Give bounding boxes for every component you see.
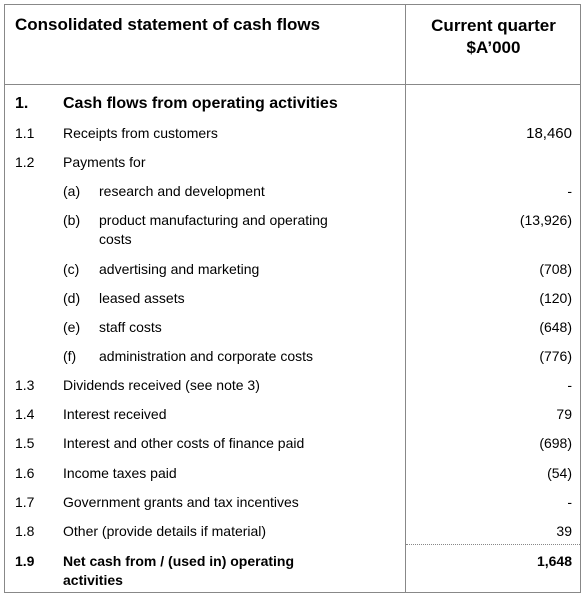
row-number: 1.2	[15, 154, 35, 170]
sub-row-letter: (c)	[63, 261, 80, 277]
row-label: Government grants and tax incentives	[63, 494, 299, 510]
row-value: 18,460	[526, 125, 572, 142]
sub-row-label: leased assets	[99, 290, 185, 306]
row-label: Net cash from / (used in) operating acti…	[63, 552, 294, 590]
row-number: 1.4	[15, 406, 35, 422]
sub-row-label: product manufacturing and operating cost…	[99, 211, 399, 249]
row-value: (648)	[539, 319, 572, 335]
row-value: (54)	[547, 465, 572, 481]
row-label: Interest and other costs of finance paid	[63, 435, 305, 451]
row-value: 1,648	[536, 553, 572, 569]
sub-row-letter: (d)	[63, 290, 81, 306]
row-value: (120)	[539, 290, 572, 306]
row-number: 1.6	[15, 465, 35, 481]
sub-row-label: staff costs	[99, 319, 162, 335]
row-number: 1.1	[15, 125, 35, 141]
cash-flow-table: Consolidated statement of cash flows Cur…	[4, 4, 581, 593]
sub-row-letter: (f)	[63, 348, 77, 364]
sub-row-letter: (e)	[63, 319, 81, 335]
row-number: 1.8	[15, 523, 35, 539]
row-label: Other (provide details if material)	[63, 523, 267, 539]
row-label: Interest received	[63, 406, 167, 422]
total-divider	[406, 544, 580, 545]
header-divider	[5, 84, 580, 85]
row-value: 79	[556, 406, 572, 422]
row-label: Receipts from customers	[63, 125, 218, 141]
column-header-line2: $A’000	[466, 38, 521, 57]
row-number: 1.3	[15, 377, 35, 393]
row-label: Income taxes paid	[63, 465, 177, 481]
column-header-line1: Current quarter	[431, 16, 556, 35]
row-value: (698)	[539, 435, 572, 451]
row-number: 1.7	[15, 494, 35, 510]
sub-row-letter: (a)	[63, 183, 81, 199]
row-value: -	[567, 377, 572, 393]
row-label: Dividends received (see note 3)	[63, 377, 260, 393]
row-value: (776)	[539, 348, 572, 364]
row-label-line2: activities	[63, 572, 123, 588]
section-label: Cash flows from operating activities	[63, 95, 338, 112]
row-number: 1.5	[15, 435, 35, 451]
sub-row-letter: (b)	[63, 212, 81, 228]
row-value: -	[567, 494, 572, 510]
row-label: Payments for	[63, 154, 146, 170]
row-label-line1: Net cash from / (used in) operating	[63, 553, 295, 569]
row-value: (13,926)	[519, 212, 572, 228]
section-number: 1.	[15, 95, 29, 112]
row-number: 1.9	[15, 553, 35, 569]
sub-row-label-line2: costs	[99, 231, 132, 247]
row-value: 39	[556, 523, 572, 539]
sub-row-label: research and development	[99, 183, 265, 199]
column-header: Current quarter $A’000	[406, 15, 581, 59]
statement-title: Consolidated statement of cash flows	[15, 15, 321, 34]
row-value: (708)	[539, 261, 572, 277]
row-value: -	[567, 183, 572, 199]
sub-row-label-line1: product manufacturing and operating	[99, 212, 328, 228]
sub-row-label: advertising and marketing	[99, 261, 260, 277]
column-divider	[405, 5, 406, 592]
sub-row-label: administration and corporate costs	[99, 348, 313, 364]
